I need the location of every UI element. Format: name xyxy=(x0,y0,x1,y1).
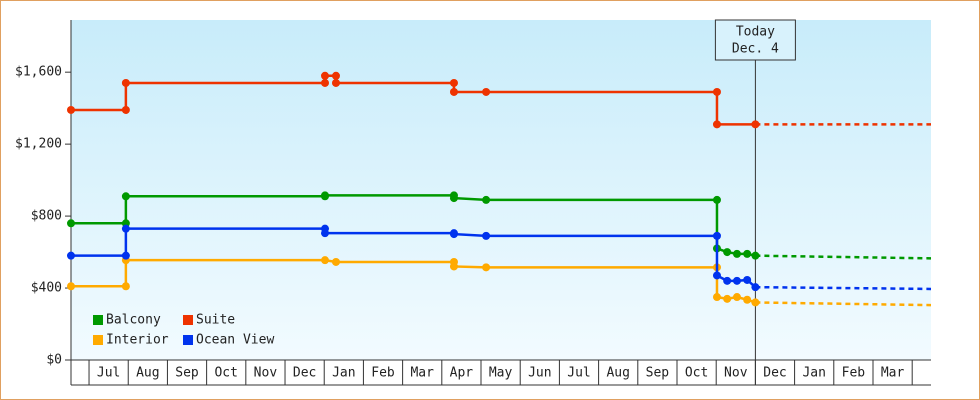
y-tick-label: $0 xyxy=(46,353,62,368)
point xyxy=(732,293,741,302)
point xyxy=(712,271,721,280)
point xyxy=(67,282,75,291)
point xyxy=(482,87,491,96)
legend-label: Balcony xyxy=(106,313,161,328)
point xyxy=(712,195,721,204)
point xyxy=(121,78,130,87)
x-tick-label: Aug xyxy=(136,366,159,381)
point xyxy=(121,282,130,291)
point xyxy=(121,251,130,260)
x-tick-label: Jan xyxy=(332,366,355,381)
point xyxy=(712,87,721,96)
x-tick-label: Mar xyxy=(410,366,434,381)
point xyxy=(121,105,130,114)
point xyxy=(712,231,721,240)
point xyxy=(751,120,760,129)
legend-swatch xyxy=(183,315,193,325)
x-tick-label: Jul xyxy=(567,366,590,381)
point xyxy=(321,78,330,87)
x-tick-label: Nov xyxy=(254,366,278,381)
point xyxy=(723,294,732,303)
x-tick-label: Oct xyxy=(214,366,237,381)
point xyxy=(321,71,330,80)
x-tick-label: Jan xyxy=(802,366,825,381)
point xyxy=(67,251,75,260)
point xyxy=(723,276,732,285)
point xyxy=(449,230,458,239)
x-tick-label: Sep xyxy=(175,366,199,381)
point xyxy=(482,263,491,272)
x-tick-label: Oct xyxy=(685,366,708,381)
point xyxy=(449,194,458,203)
forecast-line xyxy=(755,301,932,307)
plot-background xyxy=(71,20,931,360)
y-tick-label: $1,200 xyxy=(15,137,62,152)
x-tick-label: Jun xyxy=(528,366,551,381)
point xyxy=(482,231,491,240)
legend-swatch xyxy=(93,335,103,345)
y-tick-label: $400 xyxy=(31,281,62,296)
point xyxy=(321,256,330,265)
today-box xyxy=(714,19,796,61)
forecast-line xyxy=(755,254,932,260)
x-tick-label: Dec xyxy=(293,366,316,381)
point xyxy=(121,224,130,233)
legend-label: Suite xyxy=(196,313,235,328)
point xyxy=(743,295,752,304)
y-tick-label: $1,600 xyxy=(15,65,62,80)
point xyxy=(449,78,458,87)
point xyxy=(321,229,330,238)
point xyxy=(67,219,75,228)
point xyxy=(331,71,340,80)
today-label: Today xyxy=(736,25,775,40)
forecast-line xyxy=(755,285,932,291)
x-tick-label: Feb xyxy=(842,366,866,381)
today-label: Dec. 4 xyxy=(732,42,779,57)
x-tick-label: May xyxy=(489,366,513,381)
x-tick-label: Nov xyxy=(724,366,748,381)
point xyxy=(331,78,340,87)
x-tick-label: Dec xyxy=(763,366,786,381)
point xyxy=(712,293,721,302)
point xyxy=(743,275,752,284)
point xyxy=(449,262,458,271)
point xyxy=(751,298,760,307)
x-tick-label: Feb xyxy=(371,366,395,381)
legend-swatch xyxy=(183,335,193,345)
point xyxy=(449,87,458,96)
point xyxy=(331,257,340,266)
point xyxy=(751,251,760,260)
point xyxy=(67,105,75,114)
point xyxy=(732,249,741,258)
legend-swatch xyxy=(93,315,103,325)
x-tick-label: Mar xyxy=(881,366,905,381)
point xyxy=(743,249,752,258)
x-tick-label: Apr xyxy=(450,366,474,381)
legend-label: Interior xyxy=(106,333,169,348)
x-tick-label: Aug xyxy=(606,366,629,381)
point xyxy=(712,120,721,129)
point xyxy=(121,192,130,201)
x-tick-label: Jul xyxy=(97,366,120,381)
legend-label: Ocean View xyxy=(196,333,274,348)
y-tick-label: $800 xyxy=(31,209,62,224)
point xyxy=(482,195,491,204)
point xyxy=(723,248,732,257)
point xyxy=(751,283,760,292)
point xyxy=(321,191,330,200)
x-tick-label: Sep xyxy=(646,366,670,381)
point xyxy=(732,276,741,285)
